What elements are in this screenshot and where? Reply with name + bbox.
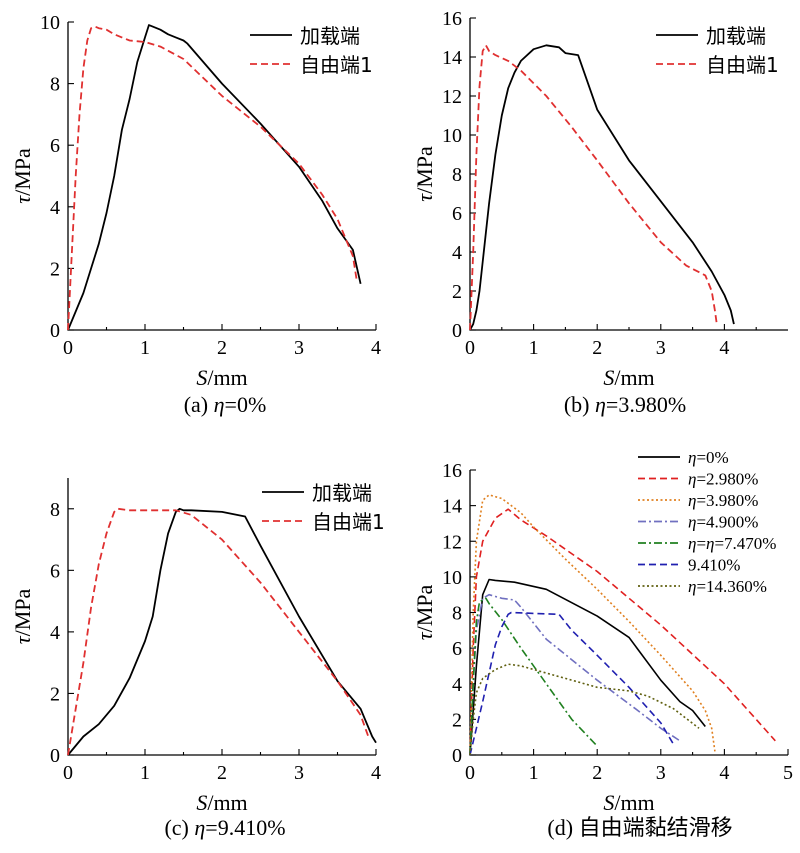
y-tick-label: 0 [50, 320, 60, 342]
y-tick-label: 8 [50, 499, 60, 521]
x-tick-label: 0 [63, 337, 73, 359]
y-tick-label: 2 [452, 281, 462, 303]
legend-label-7: η=14.360% [688, 577, 767, 596]
y-tick-label: 6 [50, 560, 60, 582]
y-tick-label: 8 [452, 603, 462, 625]
legend-label-5: η=η=7.470% [688, 534, 776, 553]
series-line-2 [469, 508, 776, 756]
x-tick-label: 2 [592, 762, 602, 784]
series-line-5 [469, 597, 598, 756]
x-tick-label: 0 [63, 762, 73, 784]
x-axis-label: S/mm [196, 790, 247, 815]
y-tick-label: 4 [50, 197, 60, 219]
x-tick-label: 1 [140, 762, 150, 784]
y-axis-label: τ/MPa [412, 584, 437, 640]
series-line-4 [469, 593, 681, 756]
y-tick-label: 0 [452, 320, 462, 342]
chart-caption: (c) η=9.410% [164, 815, 285, 840]
y-tick-label: 12 [442, 531, 462, 553]
legend-label-1: η=0% [688, 448, 729, 467]
x-tick-label: 1 [529, 762, 539, 784]
x-tick-label: 0 [465, 762, 475, 784]
x-tick-label: 0 [465, 337, 475, 359]
x-tick-label: 2 [217, 337, 227, 359]
x-tick-label: 4 [719, 762, 729, 784]
legend-label-2: 自由端1 [312, 510, 385, 534]
x-tick-label: 1 [140, 337, 150, 359]
x-tick-label: 4 [719, 337, 729, 359]
legend-label-6: 9.410% [688, 556, 740, 575]
y-tick-label: 16 [442, 8, 462, 30]
y-tick-label: 16 [442, 460, 462, 482]
x-tick-label: 2 [592, 337, 602, 359]
y-tick-label: 4 [452, 242, 462, 264]
chart-panel-d: 0 1 2 3 4 50246810121416S/mmτ/MPaη=0%η=2.980%… [412, 448, 793, 840]
legend-label-2: η=2.980% [688, 470, 758, 489]
series-line-2 [67, 25, 358, 331]
legend-label-1: 加载端 [312, 481, 372, 505]
x-tick-label: 5 [783, 762, 793, 784]
y-tick-label: 4 [452, 674, 462, 696]
legend-label-1: 加载端 [300, 24, 360, 48]
x-tick-label: 3 [656, 337, 666, 359]
y-tick-label: 2 [452, 709, 462, 731]
x-tick-label: 4 [371, 762, 381, 784]
y-tick-label: 0 [50, 745, 60, 767]
y-tick-label: 4 [50, 622, 60, 644]
series-line-2 [469, 44, 718, 331]
y-tick-label: 6 [452, 203, 462, 225]
x-axis-label: S/mm [603, 365, 654, 390]
x-axis-label: S/mm [603, 790, 654, 815]
y-tick-label: 10 [442, 567, 462, 589]
legend-label-4: η=4.900% [688, 513, 758, 532]
legend-label-2: 自由端1 [300, 53, 373, 77]
y-axis-label: τ/MPa [412, 146, 437, 202]
series-line-1 [469, 44, 735, 331]
x-tick-label: 3 [294, 337, 304, 359]
legend-label-2: 自由端1 [706, 53, 779, 77]
series-line-6 [469, 611, 675, 756]
series-line-1 [67, 507, 377, 756]
x-tick-label: 3 [294, 762, 304, 784]
y-tick-label: 10 [40, 12, 60, 34]
y-tick-label: 8 [452, 164, 462, 186]
series-line-2 [67, 507, 370, 756]
y-tick-label: 2 [50, 683, 60, 705]
x-tick-label: 4 [371, 337, 381, 359]
legend-label-1: 加载端 [706, 24, 766, 48]
legend-label-3: η=3.980% [688, 491, 758, 510]
y-axis-label: τ/MPa [10, 148, 35, 204]
y-axis-label: τ/MPa [10, 588, 35, 644]
y-tick-label: 10 [442, 125, 462, 147]
chart-caption: (b) η=3.980% [564, 392, 686, 417]
series-line-7 [469, 663, 700, 756]
series-line-1 [67, 24, 362, 331]
x-tick-label: 3 [656, 762, 666, 784]
chart-caption: (d) 自由端黏结滑移 [547, 815, 732, 840]
y-tick-label: 8 [50, 74, 60, 96]
y-tick-label: 14 [442, 47, 462, 69]
series-line-3 [469, 494, 716, 756]
x-tick-label: 1 [529, 337, 539, 359]
y-tick-label: 12 [442, 86, 462, 108]
y-tick-label: 2 [50, 258, 60, 280]
y-tick-label: 14 [442, 496, 462, 518]
x-axis-label: S/mm [196, 365, 247, 390]
y-tick-label: 6 [452, 638, 462, 660]
y-tick-label: 0 [452, 745, 462, 767]
x-tick-label: 2 [217, 762, 227, 784]
chart-caption: (a) η=0% [184, 392, 267, 417]
y-tick-label: 6 [50, 135, 60, 157]
series-line-1 [469, 578, 706, 756]
